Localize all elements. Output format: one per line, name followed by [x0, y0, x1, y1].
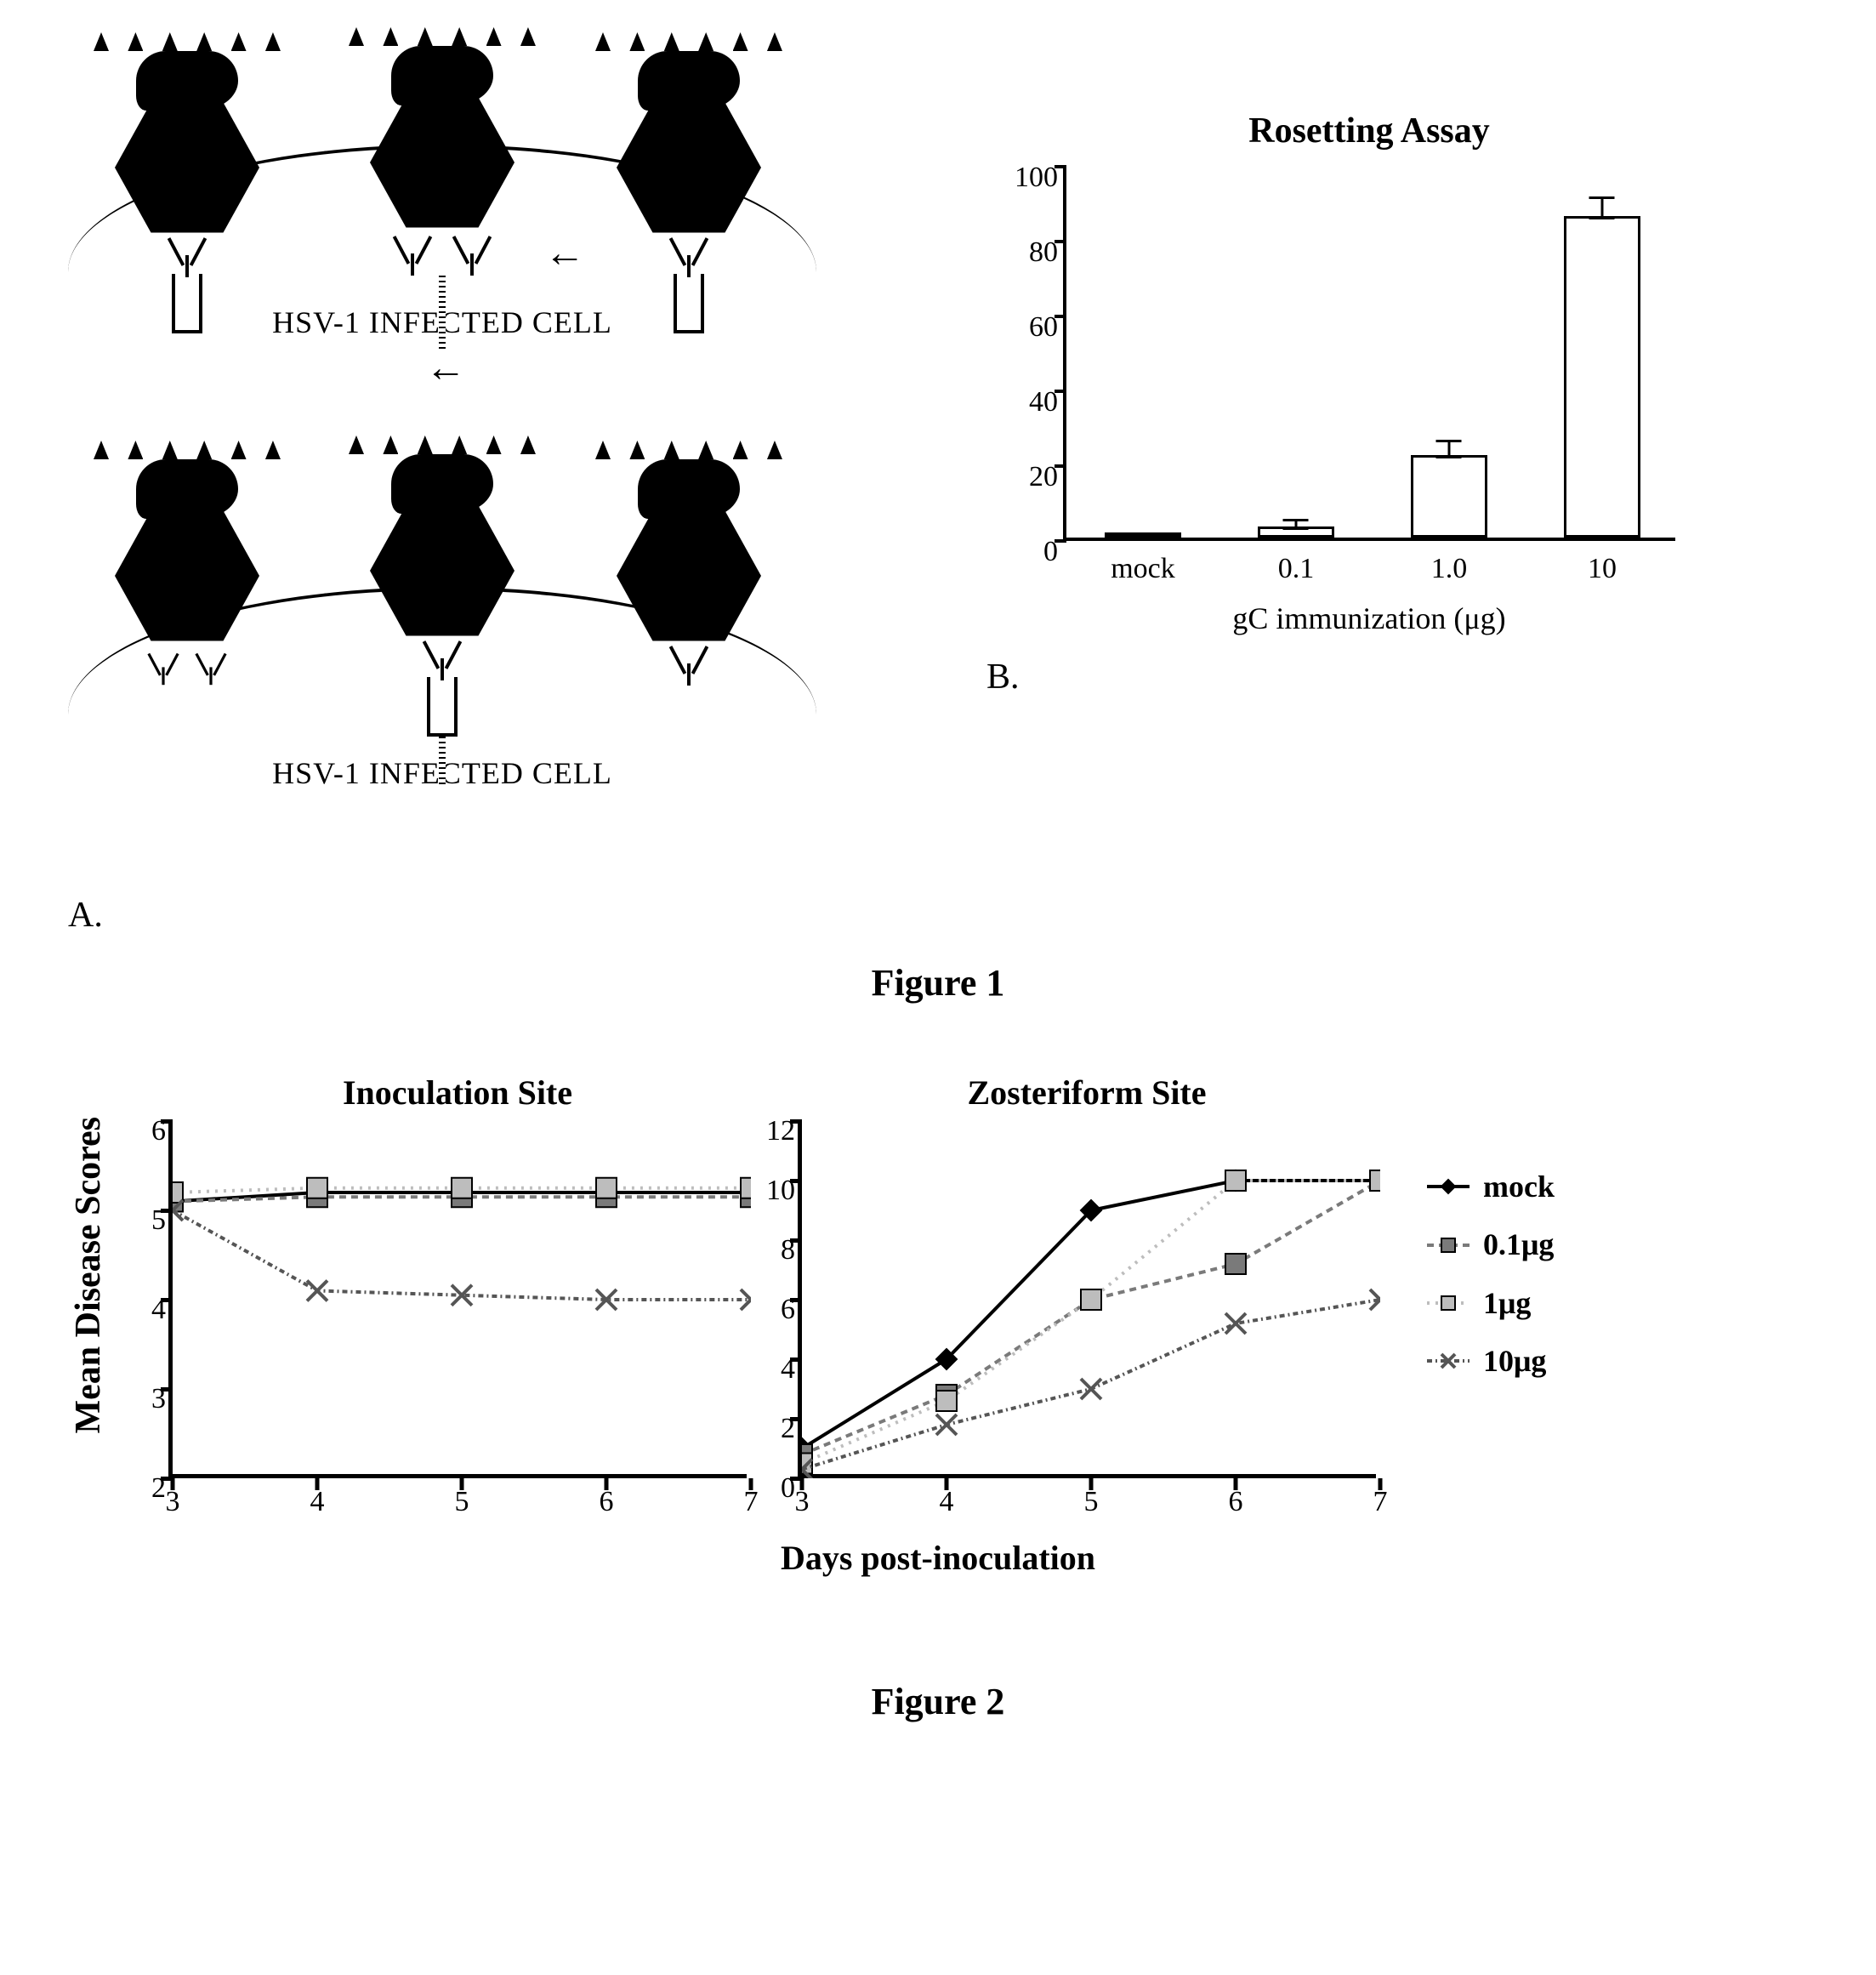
legend-label: mock	[1483, 1158, 1555, 1215]
x-tick-label: 3	[795, 1486, 810, 1518]
figure-2-caption: Figure 2	[68, 1680, 1808, 1723]
chart-title: Zosteriform Site	[798, 1073, 1376, 1113]
y-tick-label: 5	[125, 1204, 166, 1237]
legend: mock0.1μg1μg 10μg	[1427, 1158, 1555, 1391]
bar-xlabel: gC immunization (μg)	[986, 600, 1752, 636]
panel-a-label: A.	[68, 895, 884, 936]
y-tick-label: 3	[125, 1383, 166, 1415]
legend-item: 1μg	[1427, 1274, 1555, 1332]
y-tick-label: 2	[754, 1413, 795, 1445]
y-tick-label: 60	[990, 311, 1058, 344]
figure-1-panel-b: Rosetting Assay 020406080100mock0.11.010…	[986, 111, 1752, 697]
x-tick-label: 5	[1084, 1486, 1099, 1518]
figure-1: HSV-1 INFECTED CELL	[68, 51, 1808, 936]
line-plot-area: 02468101234567	[798, 1121, 1376, 1478]
diagram-top: HSV-1 INFECTED CELL	[68, 51, 816, 451]
y-tick-label: 4	[754, 1353, 795, 1386]
series-svg	[802, 1121, 1380, 1478]
y-tick-label: 6	[754, 1294, 795, 1326]
arrow-icon: ←	[544, 230, 585, 276]
y-tick-label: 6	[125, 1115, 166, 1147]
fig2-right-chart: Zosteriform Site 02468101234567	[798, 1073, 1376, 1478]
y-tick-label: 0	[754, 1472, 795, 1505]
y-tick-label: 40	[990, 386, 1058, 418]
fig2-ylabel: Mean Disease Scores	[68, 1117, 109, 1433]
legend-label: 10μg	[1483, 1332, 1546, 1390]
y-tick-label: 8	[754, 1234, 795, 1266]
fig2-xlabel: Days post-inoculation	[68, 1538, 1808, 1578]
arrow-icon: ←	[425, 344, 466, 391]
chart-title: Rosetting Assay	[986, 111, 1752, 151]
legend-item: mock	[1427, 1158, 1555, 1215]
virion	[85, 51, 289, 333]
chart-title: Inoculation Site	[168, 1073, 747, 1113]
bar-plot-area: 020406080100mock0.11.010	[1063, 167, 1675, 541]
series-svg	[173, 1121, 751, 1478]
legend-item: 0.1μg	[1427, 1215, 1555, 1273]
fig2-left-chart: Inoculation Site 2345634567	[168, 1073, 747, 1478]
y-tick-label: 10	[754, 1175, 795, 1207]
x-tick-label: 0.1	[1278, 553, 1315, 585]
figure-2: Mean Disease Scores Inoculation Site 234…	[68, 1073, 1808, 1478]
figure-1-caption: Figure 1	[68, 961, 1808, 1005]
x-tick-label: 5	[455, 1486, 469, 1518]
y-tick-label: 2	[125, 1472, 166, 1505]
x-tick-label: 6	[600, 1486, 614, 1518]
y-tick-label: 0	[990, 536, 1058, 568]
virion	[587, 51, 791, 333]
x-tick-label: 1.0	[1431, 553, 1468, 585]
y-tick-label: 20	[990, 461, 1058, 493]
y-tick-label: 12	[754, 1115, 795, 1147]
bar	[1411, 455, 1487, 538]
figure-1-panel-a: HSV-1 INFECTED CELL	[68, 51, 884, 936]
y-tick-label: 80	[990, 236, 1058, 269]
x-tick-label: 10	[1588, 553, 1617, 585]
bar	[1105, 532, 1181, 538]
virion	[587, 459, 791, 686]
legend-label: 0.1μg	[1483, 1215, 1554, 1273]
x-tick-label: 3	[166, 1486, 180, 1518]
y-tick-label: 100	[990, 162, 1058, 194]
legend-label: 1μg	[1483, 1274, 1531, 1332]
line-plot-area: 2345634567	[168, 1121, 747, 1478]
x-tick-label: mock	[1111, 553, 1175, 585]
virion	[340, 454, 544, 788]
x-tick-label: 4	[940, 1486, 954, 1518]
diagram-bottom: HSV-1 INFECTED CELL	[68, 459, 816, 885]
x-tick-label: 4	[310, 1486, 325, 1518]
x-tick-label: 7	[1373, 1486, 1388, 1518]
virion	[340, 46, 544, 352]
panel-b-label: B.	[986, 657, 1752, 697]
bar	[1564, 216, 1640, 538]
legend-item: 10μg	[1427, 1332, 1555, 1390]
x-tick-label: 6	[1229, 1486, 1243, 1518]
virion	[85, 459, 289, 689]
y-tick-label: 4	[125, 1294, 166, 1326]
block-icon	[663, 621, 714, 626]
